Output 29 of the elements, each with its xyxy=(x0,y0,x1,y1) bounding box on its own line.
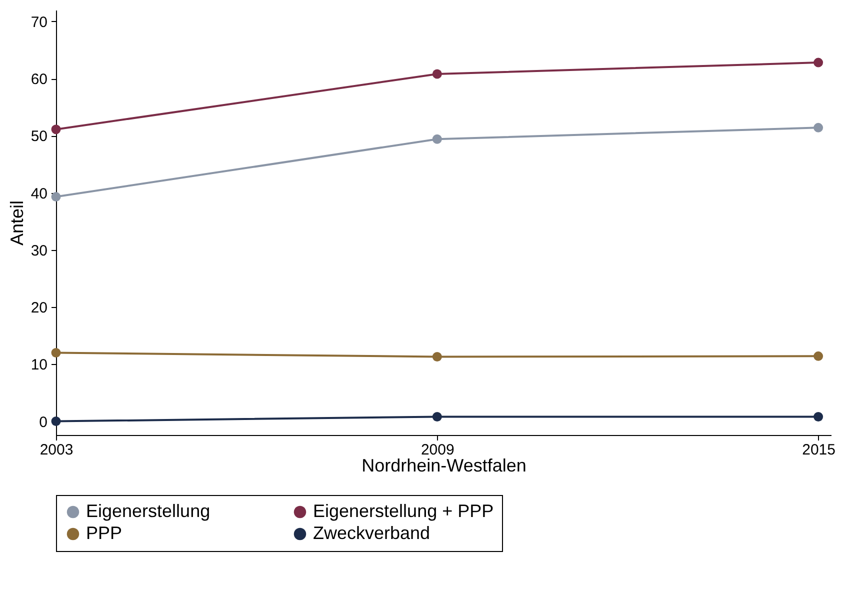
y-axis-title: Anteil xyxy=(6,200,27,246)
y-tick-label: 0 xyxy=(39,414,48,431)
point xyxy=(432,134,442,144)
y-tick-label: 40 xyxy=(30,185,48,202)
point xyxy=(432,352,442,362)
y-tick-label: 30 xyxy=(30,242,48,260)
y-tick-label: 70 xyxy=(30,14,48,31)
point xyxy=(814,58,824,68)
point xyxy=(51,348,61,358)
x-tick-label: 2009 xyxy=(420,442,454,458)
legend-label: PPP xyxy=(86,523,122,543)
point xyxy=(51,416,61,426)
point xyxy=(814,122,824,132)
x-tick-label: 2015 xyxy=(802,442,836,458)
point xyxy=(51,192,61,202)
x-tick-label: 2003 xyxy=(40,442,74,458)
point xyxy=(51,124,61,134)
y-tick-label: 60 xyxy=(30,71,48,88)
point xyxy=(432,69,442,79)
point xyxy=(814,351,824,361)
point xyxy=(814,412,824,422)
y-tick-label: 50 xyxy=(30,128,48,146)
y-tick-label: 20 xyxy=(30,300,48,317)
legend-label: Eigenerstellung xyxy=(86,501,210,521)
legend-label: Eigenerstellung + PPP xyxy=(313,501,494,521)
legend-label: Zweckverband xyxy=(313,523,430,543)
point xyxy=(432,412,442,422)
x-axis-title: Nordrhein-Westfalen xyxy=(362,456,526,476)
y-tick-label: 10 xyxy=(30,356,48,374)
